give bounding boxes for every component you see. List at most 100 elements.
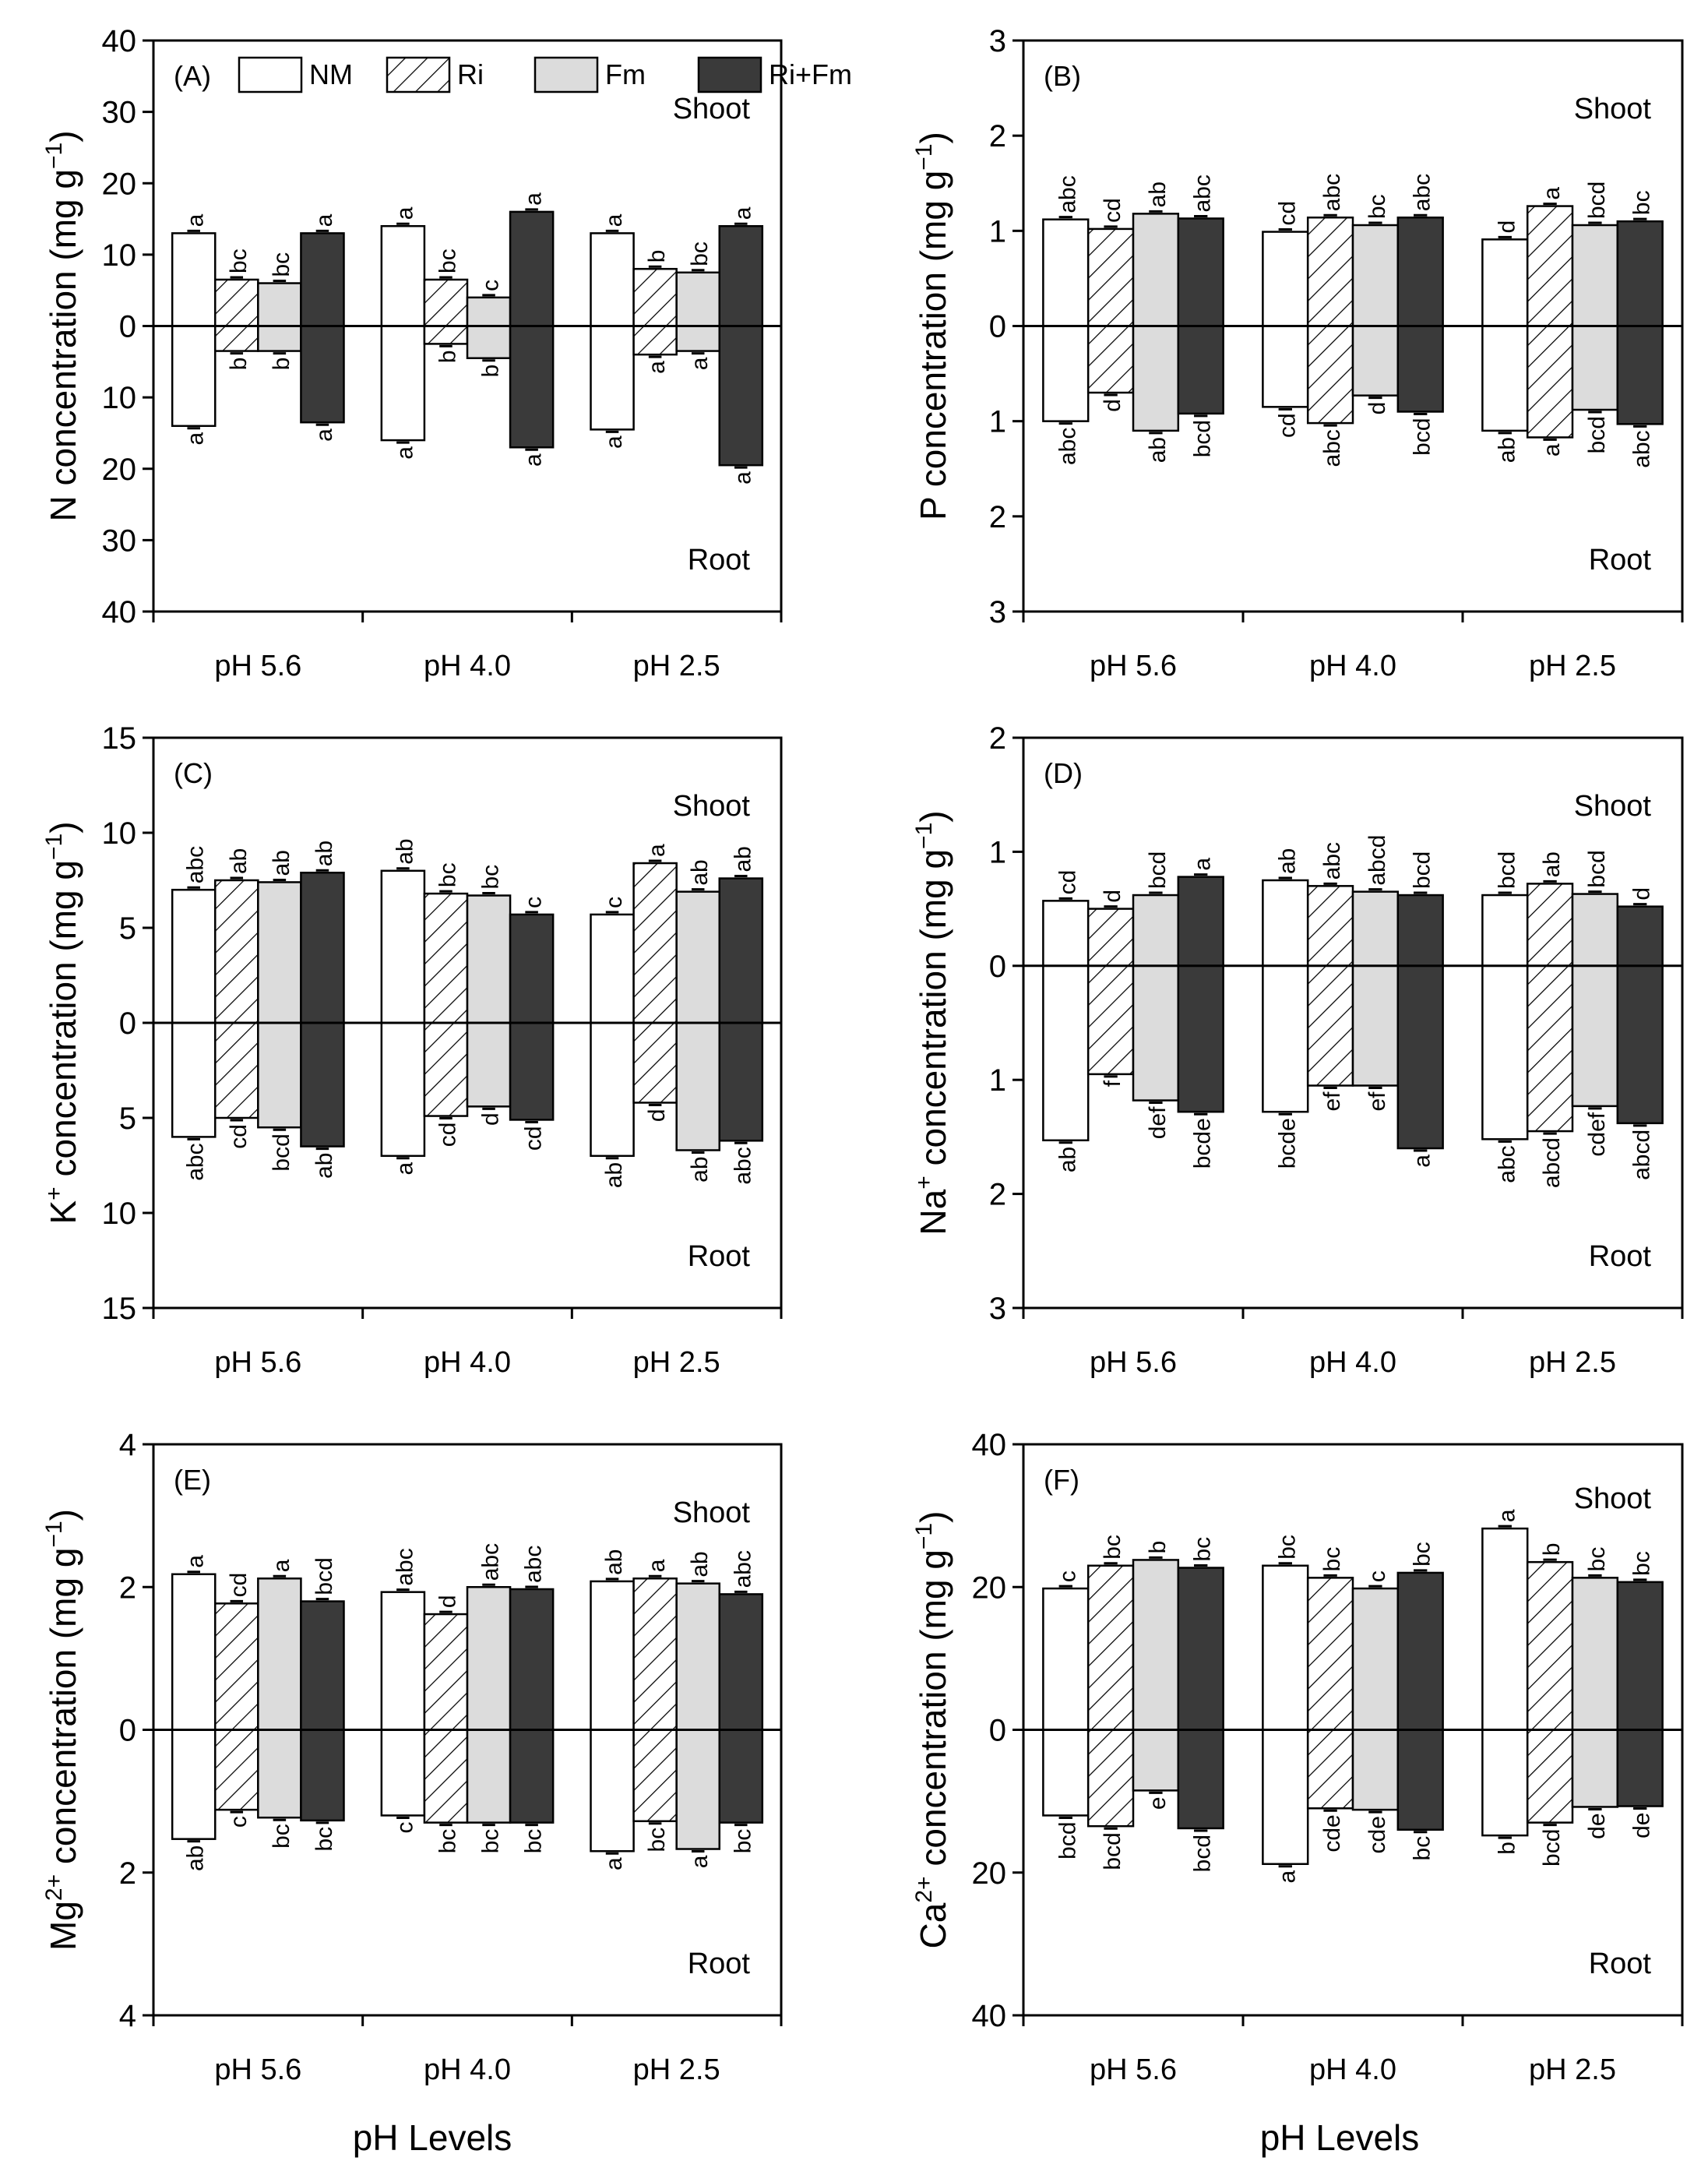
y-tick-label: 1 (989, 405, 1006, 439)
y-axis-label-part: ) (913, 810, 953, 822)
shoot-letter: ab (269, 850, 294, 876)
shoot-letter: abc (1190, 174, 1216, 212)
shoot-letter: c (601, 897, 627, 908)
bar-root-NM (590, 1729, 635, 1852)
bar-root-Fm (257, 325, 302, 352)
bar-shoot-Fm (1132, 1559, 1180, 1731)
shoot-letter: bc (1584, 1547, 1610, 1572)
bar-shoot-Ri+Fm (509, 210, 555, 327)
root-letter: a (521, 453, 547, 467)
root-letter: bcd (1410, 418, 1435, 455)
shoot-letter: a (269, 1559, 294, 1572)
bar-root-Ri (214, 325, 259, 352)
bar-root-Ri+Fm (1177, 325, 1224, 415)
bar-shoot-Ri (423, 278, 469, 327)
root-label: Root (688, 1948, 751, 1980)
bar-root-Fm (675, 1729, 720, 1850)
shoot-letter: c (1365, 1570, 1390, 1582)
shoot-letter: ab (312, 841, 337, 866)
y-axis-label-part: Ca (913, 1902, 953, 1948)
y-axis-label: Na+ concentration (mg g−1) (911, 810, 953, 1235)
shoot-letter: abc (730, 1550, 755, 1588)
shoot-letter: cd (1100, 198, 1125, 223)
shoot-letter: ab (392, 838, 417, 864)
y-axis-label: Ca2+ concentration (mg g−1) (911, 1511, 953, 1949)
root-letter: ab (183, 1845, 209, 1871)
y-tick-label: 0 (989, 310, 1006, 344)
root-letter: ab (687, 1156, 713, 1182)
shoot-letter: ab (687, 859, 713, 885)
root-letter: bc (730, 1829, 755, 1854)
root-letter: cd (1274, 413, 1300, 438)
y-tick-label: 15 (102, 721, 137, 756)
y-axis-label-part: K (43, 1200, 83, 1225)
shoot-letter: a (730, 206, 755, 220)
bar-shoot-Ri (1086, 908, 1135, 968)
bar-root-NM (1481, 964, 1529, 1140)
shoot-letter: d (1100, 890, 1125, 903)
y-tick-label: 20 (972, 1856, 1007, 1891)
y-tick-label: 10 (102, 816, 137, 851)
bar-root-Ri (1306, 964, 1354, 1087)
y-tick-label: 0 (119, 1006, 136, 1041)
bar-shoot-NM (1042, 900, 1090, 968)
shoot-label: Shoot (673, 790, 751, 823)
bar-shoot-Ri (632, 1578, 678, 1731)
shoot-letter: bc (435, 862, 460, 887)
shoot-letter: bcd (1410, 851, 1435, 889)
bar-root-Ri+Fm (718, 325, 764, 467)
y-axis-label-part: −1 (41, 143, 67, 169)
root-letter: cd (226, 1124, 252, 1149)
root-letter: bcd (1055, 1821, 1080, 1859)
root-letter: a (312, 428, 337, 442)
shoot-letter: bc (687, 241, 713, 266)
panel-label: (D) (1044, 757, 1083, 789)
shoot-letter: ab (1145, 182, 1171, 207)
bar-shoot-Fm (675, 271, 720, 327)
shoot-letter: c (478, 280, 504, 291)
root-letter: a (392, 1162, 417, 1175)
bar-shoot-Ri (423, 892, 469, 1024)
bar-root-NM (380, 1729, 426, 1817)
shoot-letter: abc (1055, 175, 1080, 213)
root-letter: a (183, 432, 209, 445)
bar-shoot-Ri+Fm (718, 224, 764, 327)
root-letter: abc (1629, 430, 1655, 467)
shoot-letter: a (1190, 858, 1216, 871)
y-axis-label-part: N concentration (mg g (43, 169, 83, 522)
root-letter: bcd (1190, 1835, 1216, 1872)
y-tick-label: 2 (989, 500, 1006, 534)
shoot-letter: abc (521, 1546, 547, 1583)
root-letter: de (1584, 1813, 1610, 1838)
shoot-letter: c (1055, 1570, 1080, 1582)
bar-root-Fm (466, 325, 512, 359)
root-letter: a (392, 446, 417, 460)
bar-shoot-Fm (1571, 224, 1619, 327)
y-axis-label-part: + (41, 1186, 67, 1200)
bar-shoot-NM (1262, 1564, 1309, 1731)
bar-root-Ri+Fm (300, 1729, 345, 1822)
shoot-label: Shoot (673, 93, 751, 125)
bar-root-Ri (1306, 1729, 1354, 1810)
shoot-letter: d (1494, 220, 1520, 234)
root-letter: b (269, 358, 294, 371)
shoot-letter: abc (1410, 174, 1435, 211)
bar-shoot-Ri+Fm (1616, 220, 1664, 327)
root-letter: ef (1365, 1091, 1390, 1112)
y-tick-label: 1 (989, 835, 1006, 869)
bar-root-Ri+Fm (1616, 325, 1664, 425)
shoot-label: Shoot (1574, 790, 1652, 823)
shoot-letter: b (1145, 1541, 1171, 1554)
shoot-letter: a (1539, 187, 1565, 200)
shoot-letter: bc (1100, 1535, 1125, 1560)
shoot-letter: ab (601, 1549, 627, 1575)
bar-shoot-Ri+Fm (718, 877, 764, 1024)
shoot-letter: cd (1274, 201, 1300, 226)
bar-root-Ri+Fm (1177, 964, 1224, 1113)
bar-shoot-Ri (1306, 885, 1354, 968)
x-tick-label: pH 2.5 (1529, 2053, 1616, 2086)
shoot-label: Shoot (1574, 93, 1652, 125)
y-axis-label-part: concentration (mg g (913, 849, 953, 1176)
